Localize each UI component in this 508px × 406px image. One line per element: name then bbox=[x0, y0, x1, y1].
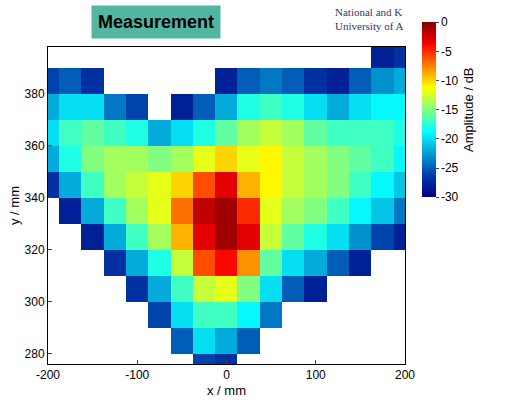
svg-text:380: 380 bbox=[25, 87, 45, 101]
svg-text:y / mm: y / mm bbox=[7, 186, 22, 225]
svg-text:Amplitude / dB: Amplitude / dB bbox=[461, 67, 476, 152]
svg-text:340: 340 bbox=[25, 191, 45, 205]
svg-text:-25: -25 bbox=[441, 161, 459, 175]
svg-text:-100: -100 bbox=[125, 368, 149, 382]
svg-text:0: 0 bbox=[223, 368, 230, 382]
svg-text:280: 280 bbox=[25, 347, 45, 361]
svg-text:0: 0 bbox=[441, 15, 448, 29]
svg-text:Measurement: Measurement bbox=[98, 12, 214, 32]
svg-text:-200: -200 bbox=[36, 368, 60, 382]
svg-text:-15: -15 bbox=[441, 103, 459, 117]
svg-text:100: 100 bbox=[306, 368, 326, 382]
svg-text:-20: -20 bbox=[441, 132, 459, 146]
svg-text:x / mm: x / mm bbox=[207, 383, 246, 398]
svg-text:320: 320 bbox=[25, 243, 45, 257]
svg-text:300: 300 bbox=[25, 295, 45, 309]
svg-text:National and KUniversity of A: National and KUniversity of A bbox=[335, 6, 403, 32]
svg-text:-5: -5 bbox=[441, 45, 452, 59]
svg-text:360: 360 bbox=[25, 139, 45, 153]
svg-text:-30: -30 bbox=[441, 190, 459, 204]
svg-text:200: 200 bbox=[395, 368, 415, 382]
svg-text:-10: -10 bbox=[441, 74, 459, 88]
